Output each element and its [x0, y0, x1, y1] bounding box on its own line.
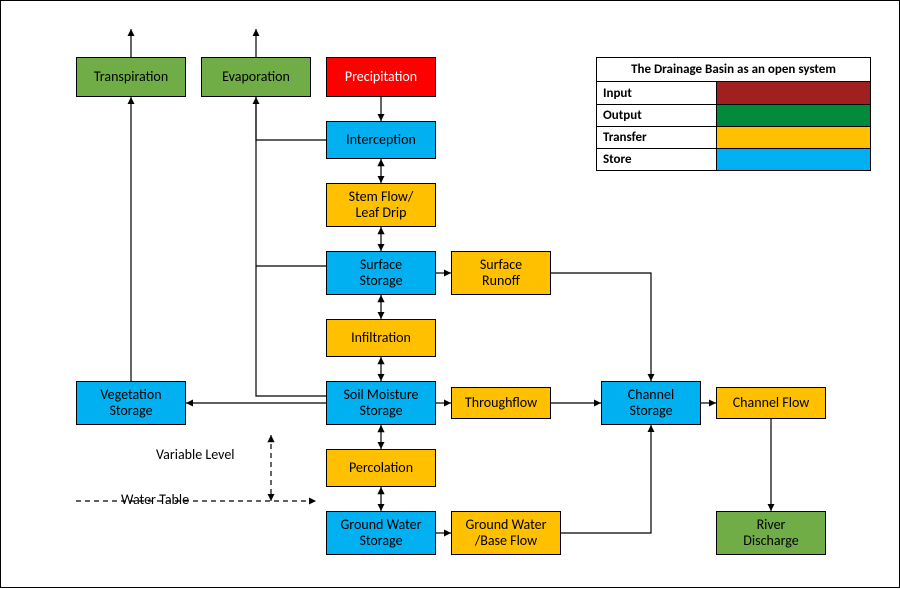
node-precipitation: Precipitation — [326, 57, 436, 97]
node-stemflow: Stem Flow/Leaf Drip — [326, 183, 436, 227]
node-channelflow: Channel Flow — [716, 387, 826, 419]
annotation-water_table: Water Table — [121, 491, 189, 508]
legend-label: Output — [597, 104, 717, 126]
node-gwstorage: Ground WaterStorage — [326, 511, 436, 555]
legend-label: Store — [597, 148, 717, 170]
node-transpiration: Transpiration — [76, 57, 186, 97]
node-surfstorage: SurfaceStorage — [326, 251, 436, 295]
node-gwbaseflow: Ground Water/Base Flow — [451, 511, 561, 555]
legend-row-transfer: Transfer — [597, 126, 870, 148]
diagram-canvas: Transpiration Evaporation Precipitation Int… — [0, 0, 900, 588]
node-channelstore: ChannelStorage — [601, 381, 701, 425]
node-vegstorage: VegetationStorage — [76, 381, 186, 425]
node-infiltration: Infiltration — [326, 319, 436, 357]
annotation-variable_level: Variable Level — [156, 446, 235, 463]
legend-swatch — [717, 82, 870, 104]
node-interception: Interception — [326, 121, 436, 159]
legend-swatch — [717, 126, 870, 148]
legend-row-input: Input — [597, 82, 870, 104]
legend-swatch — [717, 104, 870, 126]
legend-label: Transfer — [597, 126, 717, 148]
legend-row-output: Output — [597, 104, 870, 126]
legend-title: The Drainage Basin as an open system — [597, 58, 870, 82]
node-evaporation: Evaporation — [201, 57, 311, 97]
node-percolation: Percolation — [326, 449, 436, 487]
node-throughflow: Throughflow — [451, 387, 551, 419]
legend-box: The Drainage Basin as an open system Inp… — [596, 57, 871, 171]
node-surfrunoff: SurfaceRunoff — [451, 251, 551, 295]
legend-label: Input — [597, 82, 717, 104]
node-riverdischarge: RiverDischarge — [716, 511, 826, 555]
legend-swatch — [717, 148, 870, 170]
node-soilmoist: Soil MoistureStorage — [326, 381, 436, 425]
legend-row-store: Store — [597, 148, 870, 170]
